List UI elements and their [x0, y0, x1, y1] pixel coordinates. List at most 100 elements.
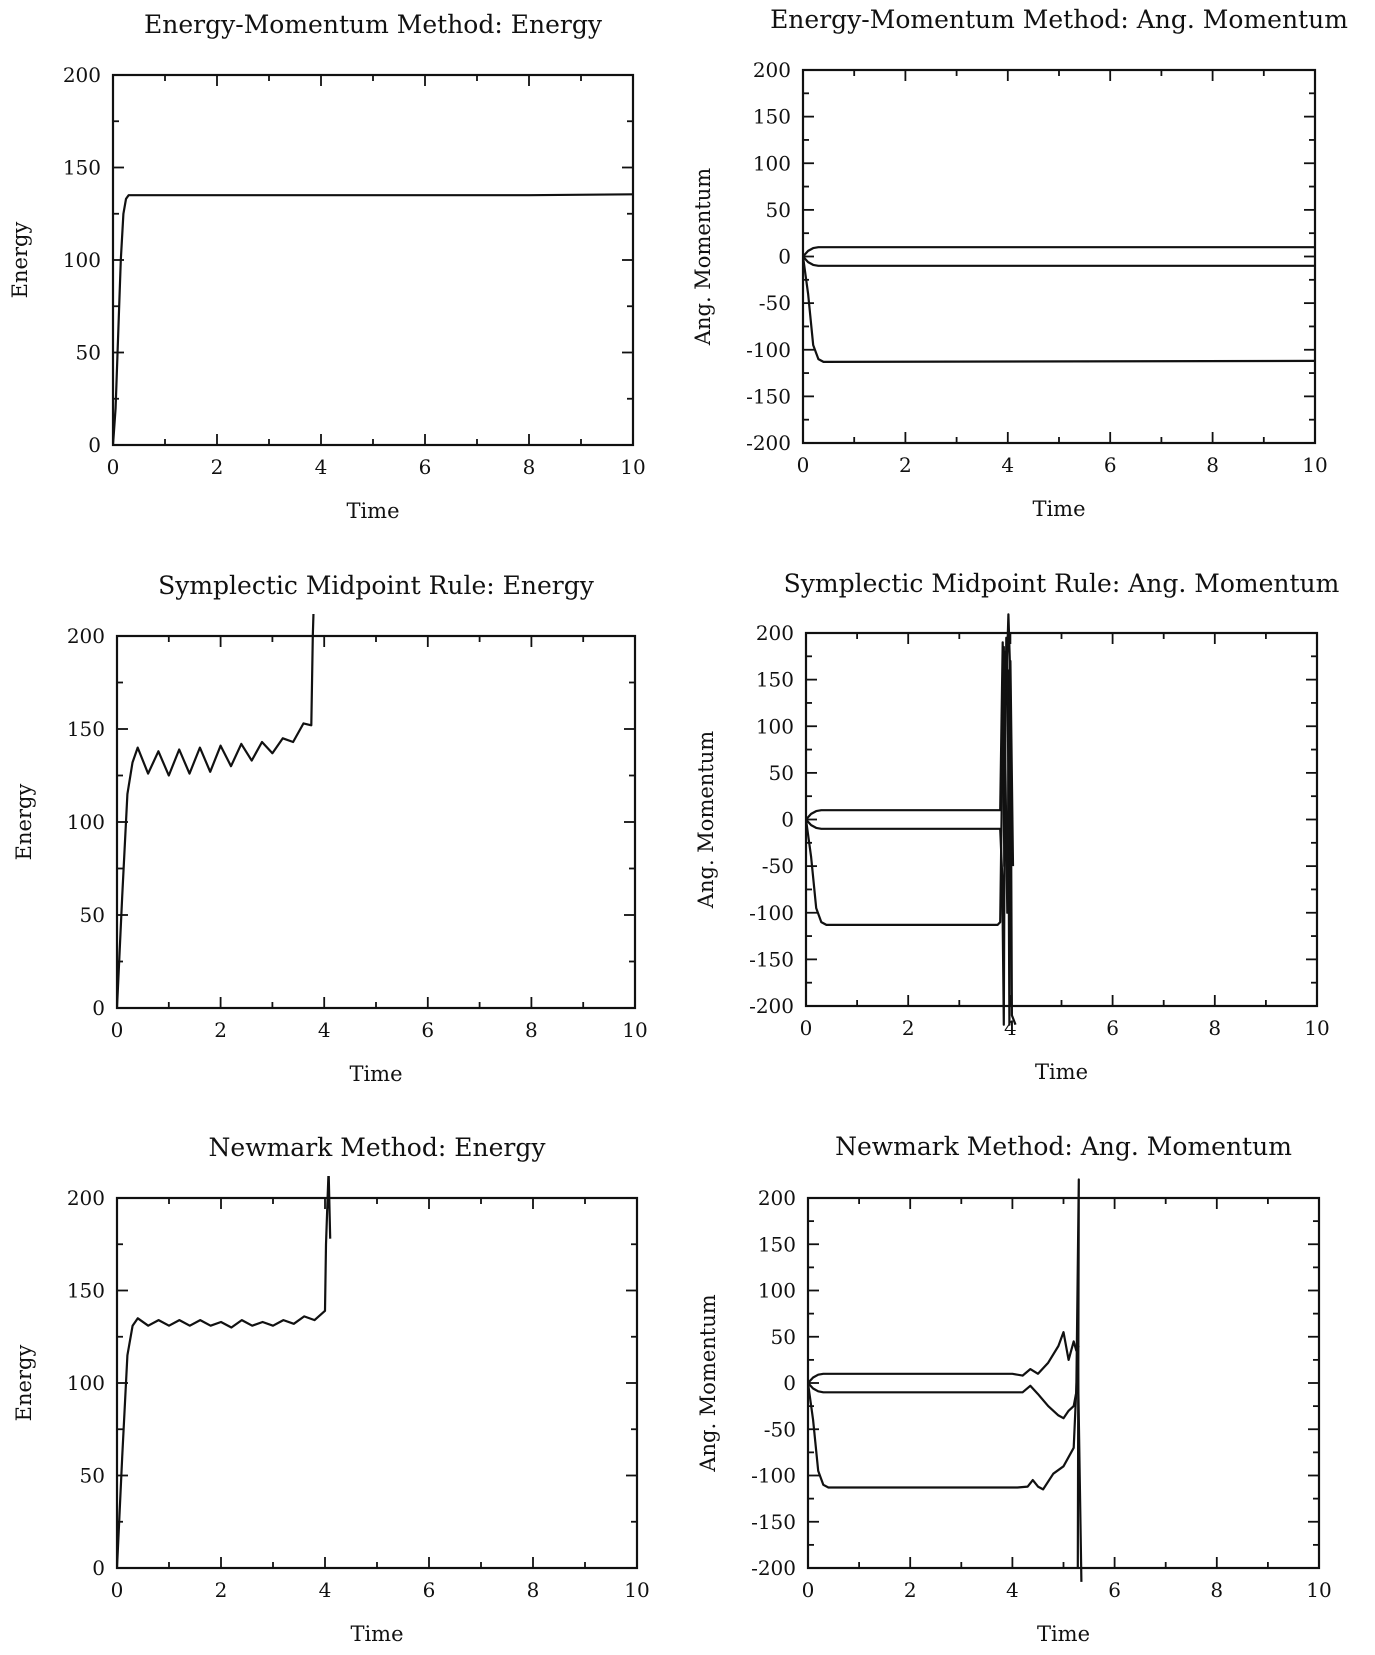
plot-frame — [111, 73, 635, 447]
x-tick-label: 6 — [419, 455, 432, 479]
series-group — [806, 613, 1017, 1026]
y-axis-label: Ang. Momentum — [696, 1294, 720, 1472]
x-tick-label: 0 — [797, 453, 810, 477]
plot-frame — [115, 1196, 639, 1570]
y-tick-label: -50 — [764, 1417, 796, 1441]
x-tick-label: 10 — [624, 1578, 649, 1602]
series-group — [808, 1178, 1083, 1582]
y-axis-label: Ang. Momentum — [691, 168, 715, 346]
y-tick-label: 150 — [67, 1279, 105, 1303]
y-tick-label: 50 — [80, 903, 105, 927]
y-tick-label: 150 — [758, 1232, 796, 1256]
y-tick-label: 50 — [766, 198, 791, 222]
chart-title: Newmark Method: Ang. Momentum — [835, 1132, 1292, 1161]
series-line-1 — [803, 246, 1315, 258]
x-tick-label: 2 — [902, 1016, 915, 1040]
y-tick-label: -100 — [749, 901, 794, 925]
x-axis-label: Time — [1035, 1060, 1088, 1084]
plot-frame — [806, 1196, 1321, 1570]
y-tick-label: 0 — [783, 1371, 796, 1395]
x-tick-label: 8 — [523, 455, 536, 479]
chart-symplectic-midpoint-energy: Symplectic Midpoint Rule: Energy 0 2 4 6 8 10 0… — [12, 571, 648, 1086]
x-axis-label: Time — [349, 1062, 402, 1086]
chart-title: Energy-Momentum Method: Ang. Momentum — [770, 5, 1348, 34]
y-tick-label: 200 — [63, 63, 101, 87]
y-tick-label: 100 — [758, 1279, 796, 1303]
y-tick-label: -100 — [746, 338, 791, 362]
x-tick-label: 8 — [1210, 1578, 1223, 1602]
x-tick-label: 8 — [1206, 453, 1219, 477]
series-line-3 — [806, 645, 1012, 951]
x-tick-label: 4 — [318, 1018, 331, 1042]
x-axis-label: Time — [1032, 497, 1085, 521]
x-tick-label: 6 — [421, 1018, 434, 1042]
series-group — [117, 1176, 332, 1569]
plot-frame — [804, 631, 1319, 1008]
x-tick-label: 8 — [527, 1578, 540, 1602]
y-tick-label: 200 — [758, 1186, 796, 1210]
x-tick-label: 2 — [214, 1018, 227, 1042]
x-axis-label: Time — [350, 1622, 403, 1646]
series-line-2 — [803, 255, 1315, 267]
y-tick-label: 200 — [67, 624, 105, 648]
x-tick-label: 0 — [107, 455, 120, 479]
y-axis-label: Ang. Momentum — [694, 731, 718, 909]
x-tick-label: 4 — [315, 455, 328, 479]
x-tick-label: 0 — [111, 1578, 124, 1602]
series-line-3 — [808, 1354, 1083, 1582]
y-tick-label: 100 — [63, 248, 101, 272]
x-tick-label: 2 — [899, 453, 912, 477]
y-tick-label: -150 — [749, 947, 794, 971]
y-tick-label: 100 — [753, 151, 791, 175]
y-tick-label: 0 — [778, 245, 791, 269]
y-tick-label: -150 — [751, 1510, 796, 1534]
series-line-2 — [806, 613, 1017, 1026]
x-tick-label: 8 — [525, 1018, 538, 1042]
x-tick-label: 4 — [1001, 453, 1014, 477]
x-tick-label: 10 — [1302, 453, 1327, 477]
y-tick-label: -100 — [751, 1464, 796, 1488]
series-line-1 — [113, 193, 633, 446]
x-tick-label: 4 — [319, 1578, 332, 1602]
x-tick-label: 6 — [1104, 453, 1117, 477]
chart-symplectic-midpoint-ang-momentum: Symplectic Midpoint Rule: Ang. Momentum 0… — [694, 569, 1340, 1084]
y-tick-label: 100 — [67, 1371, 105, 1395]
x-tick-label: 6 — [1108, 1578, 1121, 1602]
x-axis-label: Time — [346, 499, 399, 523]
series-group — [803, 246, 1315, 363]
x-tick-label: 2 — [904, 1578, 917, 1602]
y-tick-label: -50 — [759, 291, 791, 315]
chart-energy-momentum-ang-momentum: Energy-Momentum Method: Ang. Momentum 0 2 4… — [691, 5, 1348, 521]
y-tick-label: 150 — [756, 668, 794, 692]
x-tick-label: 0 — [111, 1018, 124, 1042]
series-line-1 — [806, 636, 1015, 1026]
x-tick-label: 10 — [622, 1018, 647, 1042]
plot-frame — [115, 634, 637, 1010]
x-axis-label: Time — [1037, 1622, 1090, 1646]
y-tick-label: 50 — [769, 761, 794, 785]
x-tick-label: 6 — [423, 1578, 436, 1602]
y-tick-label: 50 — [76, 341, 101, 365]
y-tick-label: -200 — [751, 1556, 796, 1580]
chart-title: Symplectic Midpoint Rule: Energy — [158, 571, 595, 600]
y-tick-label: 0 — [92, 996, 105, 1020]
y-tick-label: 0 — [781, 808, 794, 832]
series-group — [117, 614, 315, 1009]
y-tick-label: -150 — [746, 384, 791, 408]
x-tick-label: 8 — [1208, 1016, 1221, 1040]
x-tick-label: 10 — [620, 455, 645, 479]
y-tick-label: -50 — [762, 854, 794, 878]
y-tick-label: 150 — [753, 105, 791, 129]
series-line-1 — [117, 614, 315, 1009]
x-tick-label: 0 — [800, 1016, 813, 1040]
y-axis-label: Energy — [8, 222, 32, 299]
y-tick-label: 150 — [63, 156, 101, 180]
series-group — [113, 193, 633, 446]
x-tick-label: 10 — [1306, 1578, 1331, 1602]
y-tick-label: 50 — [80, 1464, 105, 1488]
y-tick-label: -200 — [749, 994, 794, 1018]
y-tick-label: 200 — [756, 621, 794, 645]
x-tick-label: 2 — [211, 455, 224, 479]
